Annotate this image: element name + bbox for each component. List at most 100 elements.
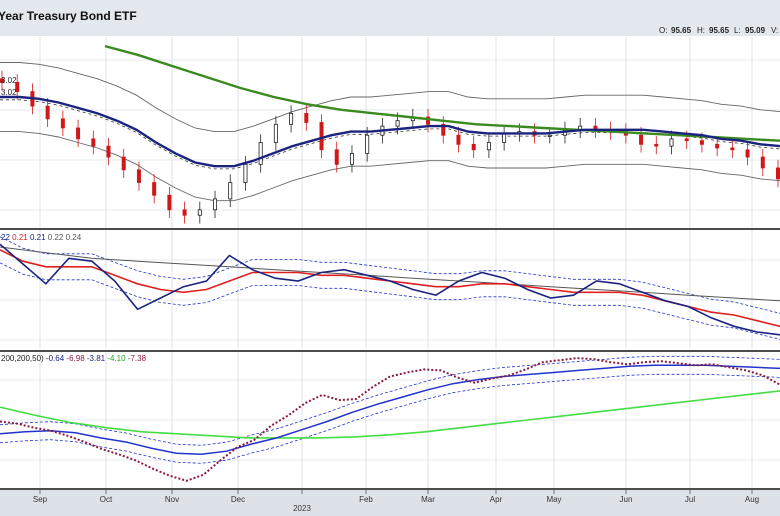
candle-body (213, 198, 218, 211)
ohlc-high-label: H: (697, 26, 705, 35)
pmo-long-line (0, 390, 780, 439)
rsi-legend-seg: 22 (1, 233, 10, 242)
candle-body (776, 167, 780, 180)
pmo-legend-seg: -3.81 (87, 354, 106, 363)
bollinger-upper-band (0, 62, 780, 133)
ohlc-open-label: O: (659, 26, 667, 35)
candle-body (654, 143, 659, 147)
candle-body (76, 127, 81, 140)
candle-body (136, 169, 141, 183)
header-bar (0, 0, 780, 36)
x-tick-label: Mar (421, 495, 435, 504)
pmo-ma-line (0, 364, 780, 456)
moving-average-long-line (104, 44, 780, 142)
candle-body (152, 182, 157, 196)
ohlc-readout: O: 95.65 H: 95.65 L: 95.09 V: (659, 26, 778, 35)
candle-body (258, 142, 263, 165)
candle-body (289, 113, 294, 125)
candle-body (471, 143, 476, 151)
candle-body (0, 78, 4, 83)
rsi-upper-envelope (0, 236, 780, 314)
price-layer (0, 44, 780, 224)
x-tick-label: Dec (231, 495, 245, 504)
rsi-legend: 22 0.21 0.21 0.22 0.24 (1, 233, 82, 242)
x-axis (0, 490, 780, 516)
candle-body (745, 149, 750, 158)
candle-body (639, 134, 644, 145)
moving-average-short-line (0, 95, 780, 168)
pmo-legend-seg: -0.64 (46, 354, 65, 363)
x-tick-label: Oct (100, 495, 113, 504)
price-legend: 3.02 3.02 (1, 76, 17, 97)
candle-body (182, 209, 187, 216)
candle-body (167, 194, 172, 211)
rsi-panel (0, 230, 780, 349)
x-tick-label: Sep (33, 495, 48, 504)
rsi-line (0, 243, 780, 336)
candle-body (319, 122, 324, 151)
pmo-layer (0, 355, 780, 482)
price-label-1: 3.02 (1, 76, 17, 85)
candle-body (669, 138, 674, 147)
x-tick-label: Feb (359, 495, 373, 504)
x-tick-label: 2023 (293, 504, 311, 513)
pmo-lower-envelope (0, 373, 780, 464)
rsi-legend-seg: 0.24 (66, 233, 82, 242)
price-label-2: 3.02 (1, 88, 17, 97)
candle-body (395, 120, 400, 127)
candle-body (197, 209, 202, 216)
candle-body (486, 142, 491, 151)
candle-body (60, 118, 65, 129)
pmo-legend-seg: -4.10 (107, 354, 126, 363)
candle-body (441, 123, 446, 136)
pmo-upper-envelope (0, 355, 780, 446)
bollinger-lower-band (0, 131, 780, 202)
candle-body (684, 138, 689, 142)
candle-body (243, 163, 248, 183)
x-tick-label: Jul (685, 495, 695, 504)
rsi-legend-seg: 0.21 (12, 233, 28, 242)
x-axis-ticks: Sep Oct Nov Dec 2023 Feb Mar Apr May Jun Jul Aug (33, 490, 759, 513)
candle-body (760, 156, 765, 169)
candle-body (228, 182, 233, 200)
candle-body (426, 116, 431, 125)
ohlc-low-value: 95.09 (745, 26, 766, 35)
candle-body (715, 143, 720, 149)
candle-body (121, 156, 126, 171)
chart-title: Year Treasury Bond ETF (0, 9, 137, 23)
x-tick-label: Aug (745, 495, 759, 504)
candle-body (365, 134, 370, 154)
candle-body (106, 145, 111, 158)
x-tick-label: Apr (490, 495, 503, 504)
ohlc-open-value: 95.65 (671, 26, 692, 35)
bollinger-middle-band (0, 99, 780, 170)
rsi-long-ma-line (0, 246, 780, 302)
pmo-legend-seg: -7.38 (128, 354, 147, 363)
pmo-dotted-line (0, 357, 780, 482)
candle-body (547, 134, 552, 137)
candle-body (273, 123, 278, 143)
rsi-legend-seg: 0.21 (30, 233, 46, 242)
candle-body (502, 133, 507, 143)
candle-body (304, 113, 309, 123)
rsi-lower-envelope (0, 262, 780, 340)
candle-body (91, 138, 96, 147)
candle-body (730, 147, 735, 151)
x-tick-label: Nov (165, 495, 179, 504)
candle-body (699, 140, 704, 145)
candle-body (456, 134, 461, 145)
rsi-legend-seg: 0.22 (48, 233, 64, 242)
candle-body (349, 153, 354, 165)
candle-body (15, 82, 20, 92)
ohlc-low-label: L: (734, 26, 741, 35)
pmo-legend-seg: -6.98 (66, 354, 85, 363)
candle-body (45, 105, 50, 120)
x-tick-label: May (546, 495, 561, 504)
pmo-legend: 200,200,50) -0.64 -6.98 -3.81 -4.10 -7.3… (1, 354, 147, 363)
pmo-legend-seg: 200,200,50) (1, 354, 44, 363)
x-tick-label: Jun (620, 495, 633, 504)
ohlc-high-value: 95.65 (709, 26, 730, 35)
ohlc-volume-label: V: (771, 26, 778, 35)
candle-body (334, 149, 339, 165)
